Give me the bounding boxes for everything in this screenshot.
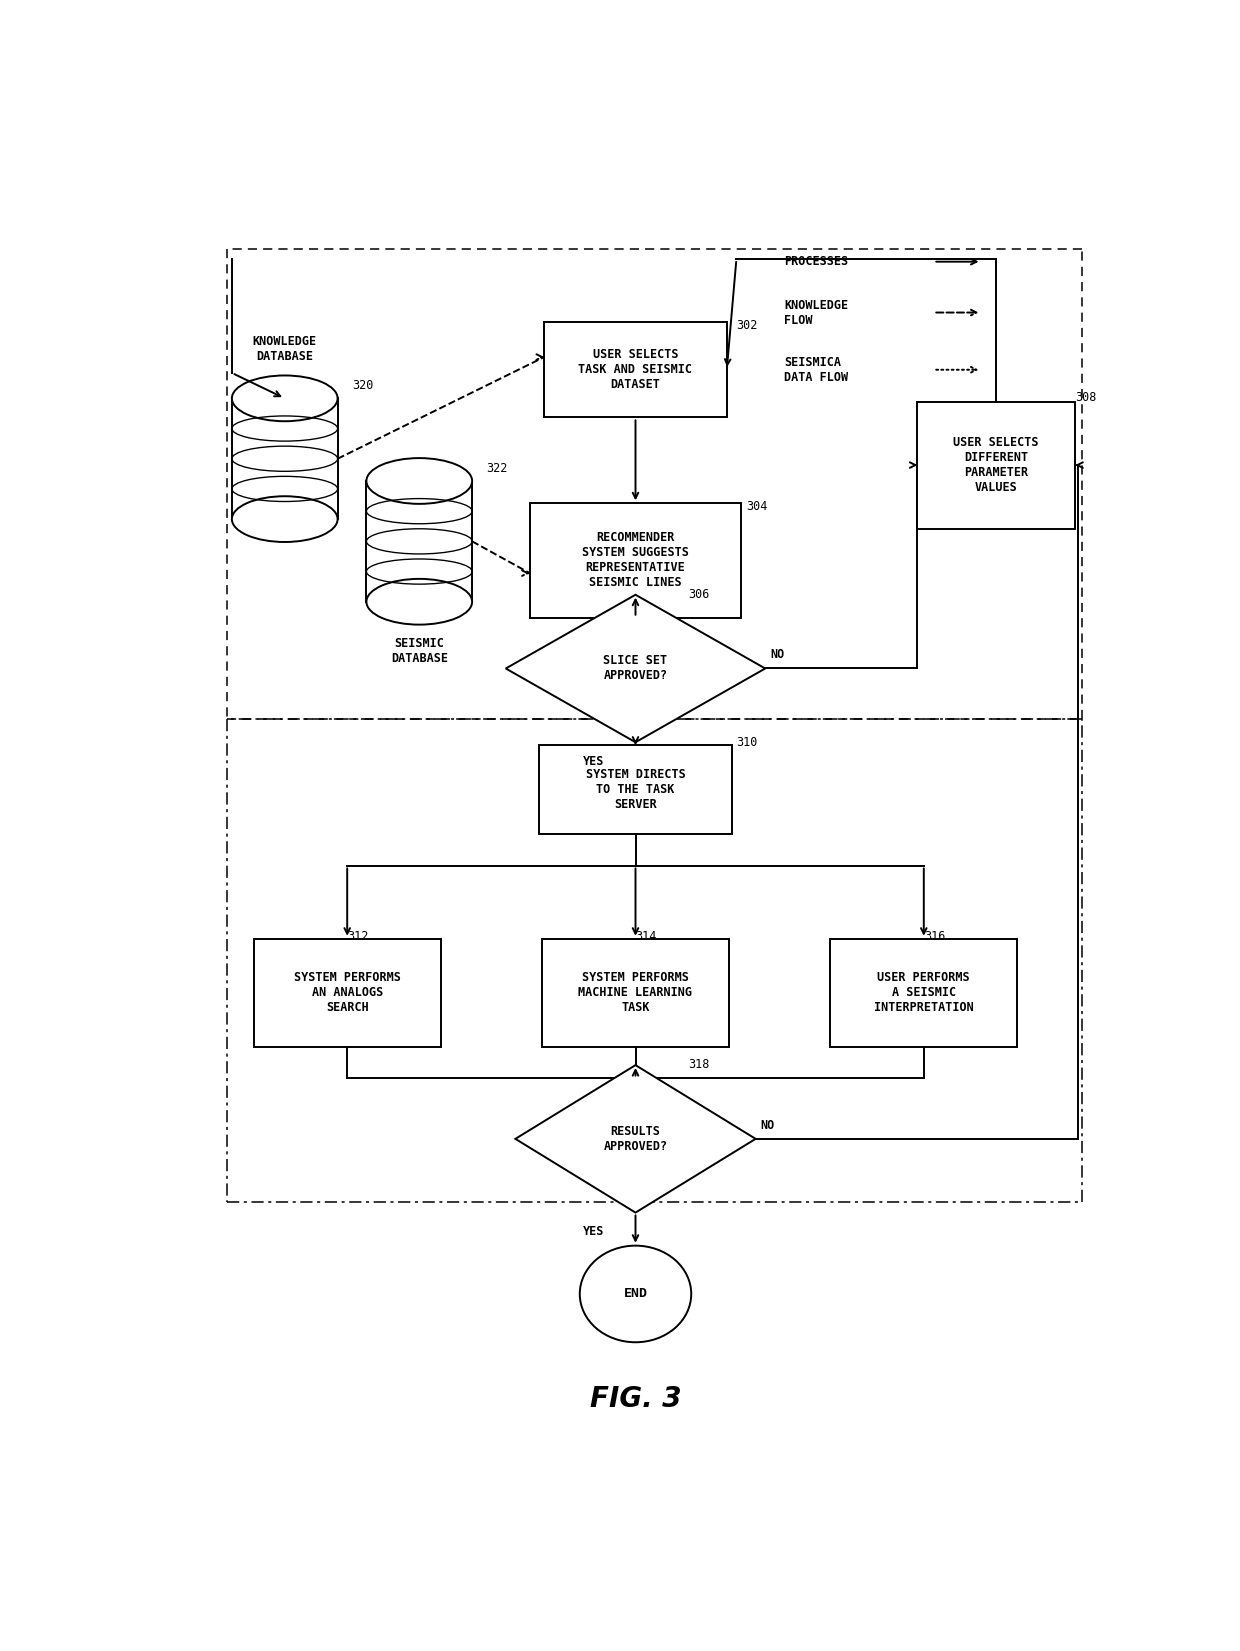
Text: END: END [624, 1288, 647, 1301]
Text: NO: NO [770, 649, 784, 662]
FancyBboxPatch shape [539, 745, 732, 834]
Ellipse shape [367, 580, 472, 624]
Text: 308: 308 [1075, 391, 1097, 404]
FancyBboxPatch shape [529, 504, 742, 617]
Ellipse shape [580, 1245, 691, 1342]
Text: PROCESSES: PROCESSES [785, 256, 848, 267]
Text: 314: 314 [635, 930, 657, 943]
Text: 302: 302 [737, 319, 758, 332]
FancyBboxPatch shape [544, 322, 727, 418]
Text: 304: 304 [746, 500, 768, 513]
Text: USER PERFORMS
A SEISMIC
INTERPRETATION: USER PERFORMS A SEISMIC INTERPRETATION [874, 971, 973, 1014]
FancyBboxPatch shape [830, 939, 1018, 1047]
Text: SLICE SET
APPROVED?: SLICE SET APPROVED? [604, 654, 667, 682]
Text: SEISMIC
DATABASE: SEISMIC DATABASE [391, 637, 448, 665]
Text: 318: 318 [688, 1058, 709, 1071]
Text: YES: YES [583, 1225, 604, 1238]
Text: FIG. 3: FIG. 3 [590, 1385, 681, 1413]
FancyBboxPatch shape [253, 939, 441, 1047]
Text: SYSTEM PERFORMS
AN ANALOGS
SEARCH: SYSTEM PERFORMS AN ANALOGS SEARCH [294, 971, 401, 1014]
Polygon shape [516, 1065, 755, 1212]
Text: USER SELECTS
TASK AND SEISMIC
DATASET: USER SELECTS TASK AND SEISMIC DATASET [579, 348, 692, 391]
Text: RECOMMENDER
SYSTEM SUGGESTS
REPRESENTATIVE
SEISMIC LINES: RECOMMENDER SYSTEM SUGGESTS REPRESENTATI… [582, 532, 689, 589]
Polygon shape [232, 398, 337, 518]
Text: RESULTS
APPROVED?: RESULTS APPROVED? [604, 1124, 667, 1152]
Text: SYSTEM DIRECTS
TO THE TASK
SERVER: SYSTEM DIRECTS TO THE TASK SERVER [585, 768, 686, 811]
Text: 306: 306 [688, 588, 709, 601]
Text: SYSTEM PERFORMS
MACHINE LEARNING
TASK: SYSTEM PERFORMS MACHINE LEARNING TASK [579, 971, 692, 1014]
Text: 310: 310 [737, 736, 758, 748]
Ellipse shape [232, 497, 337, 542]
Ellipse shape [367, 457, 472, 504]
Text: YES: YES [583, 755, 604, 768]
FancyBboxPatch shape [542, 939, 729, 1047]
Text: KNOWLEDGE
DATABASE: KNOWLEDGE DATABASE [253, 335, 316, 363]
Ellipse shape [232, 375, 337, 421]
Text: USER SELECTS
DIFFERENT
PARAMETER
VALUES: USER SELECTS DIFFERENT PARAMETER VALUES [954, 436, 1039, 494]
Polygon shape [506, 594, 765, 743]
Text: SEISMICA
DATA FLOW: SEISMICA DATA FLOW [785, 355, 848, 383]
Text: KNOWLEDGE
FLOW: KNOWLEDGE FLOW [785, 299, 848, 327]
Text: 312: 312 [347, 930, 368, 943]
Polygon shape [367, 480, 472, 601]
Text: 316: 316 [924, 930, 945, 943]
Text: NO: NO [760, 1119, 775, 1131]
FancyBboxPatch shape [916, 401, 1075, 528]
Text: 322: 322 [486, 462, 508, 474]
Text: 320: 320 [352, 380, 373, 391]
